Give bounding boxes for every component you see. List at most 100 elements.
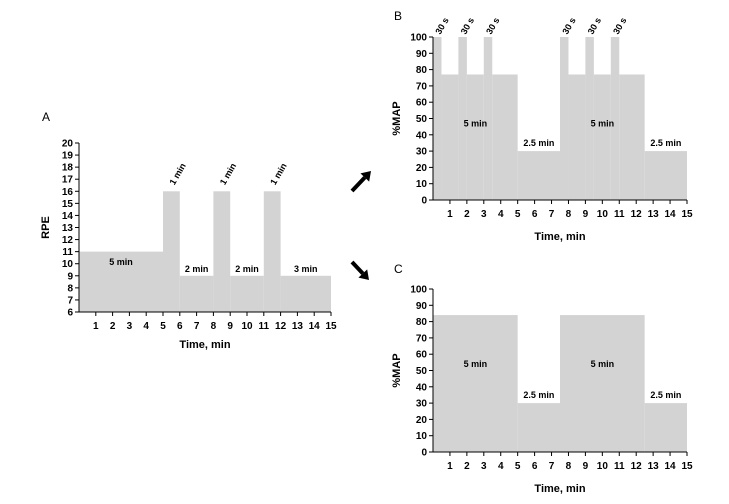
x-tick-label: 13 (292, 321, 304, 332)
y-tick-label: 60 (416, 350, 428, 361)
y-tick-label: 0 (421, 448, 427, 459)
x-tick-label: 8 (566, 461, 572, 472)
x-tick-label: 6 (532, 209, 538, 220)
y-tick-label: 90 (416, 301, 428, 312)
x-tick-label: 9 (583, 209, 589, 220)
x-tick-label: 10 (241, 321, 253, 332)
x-tick-label: 14 (665, 461, 677, 472)
x-tick-label: 1 (447, 461, 453, 472)
duration-annotation: 30 s (433, 16, 450, 36)
x-tick-label: 1 (93, 321, 99, 332)
y-axis-label: %MAP (391, 101, 403, 135)
y-tick-label: 12 (62, 235, 74, 246)
area-segment (79, 251, 163, 312)
area-segment (263, 191, 281, 312)
x-tick-label: 4 (143, 321, 149, 332)
y-tick-label: 30 (416, 399, 428, 410)
y-tick-label: 0 (421, 196, 427, 207)
area-segment (458, 37, 467, 200)
y-tick-label: 70 (416, 81, 428, 92)
y-tick-label: 30 (416, 147, 428, 158)
x-tick-label: 10 (597, 461, 609, 472)
y-tick-label: 40 (416, 382, 428, 393)
y-tick-label: 14 (62, 211, 74, 222)
y-tick-label: 6 (67, 308, 73, 319)
x-tick-label: 14 (665, 209, 677, 220)
duration-annotation: 5 min (464, 359, 488, 369)
duration-annotation: 30 s (586, 16, 603, 36)
x-tick-label: 9 (583, 461, 589, 472)
y-tick-label: 100 (410, 33, 427, 44)
x-tick-label: 8 (211, 321, 217, 332)
x-tick-label: 2 (464, 209, 470, 220)
x-tick-label: 7 (549, 461, 555, 472)
area-segment (280, 275, 331, 312)
y-tick-label: 10 (416, 431, 428, 442)
y-tick-label: 11 (62, 247, 73, 258)
x-axis-label: Time, min (534, 483, 585, 495)
y-tick-label: 90 (416, 49, 428, 60)
y-tick-label: 50 (416, 114, 428, 125)
x-tick-label: 2 (464, 461, 470, 472)
x-tick-label: 3 (127, 321, 133, 332)
x-tick-label: 12 (631, 461, 643, 472)
panel-c-chart: C1 2 3 4 5 6 7 8 9 10 11 12 13 14 15010203040506070809… (391, 262, 693, 495)
x-tick-label: 12 (275, 321, 287, 332)
area-segment (163, 191, 180, 312)
x-tick-label: 7 (549, 209, 555, 220)
duration-annotation: 30 s (459, 16, 476, 36)
area-segment (441, 74, 459, 200)
area-segment (560, 315, 645, 452)
y-tick-label: 19 (62, 151, 74, 162)
x-tick-label: 3 (481, 461, 487, 472)
area-segment (517, 151, 560, 200)
area-segment (619, 74, 645, 200)
y-tick-label: 80 (416, 317, 428, 328)
panel-a-chart: A1 2 3 4 5 6 7 8 9 10 11 12 13 14 15678910111213141516… (40, 110, 337, 351)
y-tick-label: 60 (416, 98, 428, 109)
y-tick-label: 9 (67, 271, 73, 282)
panel-label: A (42, 110, 50, 124)
area-segment (585, 37, 594, 200)
y-tick-label: 20 (62, 139, 74, 150)
y-axis-label: RPE (40, 216, 52, 239)
x-tick-label: 4 (498, 209, 504, 220)
x-tick-label: 15 (681, 209, 693, 220)
duration-annotation: 30 s (611, 16, 628, 36)
area-segment (610, 37, 620, 200)
x-axis-label: Time, min (534, 231, 585, 243)
y-tick-label: 70 (416, 333, 428, 344)
x-tick-label: 5 (515, 461, 521, 472)
x-axis-label: Time, min (179, 339, 230, 351)
x-tick-label: 10 (597, 209, 609, 220)
x-tick-label: 5 (515, 209, 521, 220)
y-tick-label: 18 (62, 163, 74, 174)
duration-annotation: 1 min (167, 161, 187, 186)
x-tick-label: 11 (259, 321, 270, 332)
duration-annotation: 2 min (235, 264, 259, 274)
area-segment (644, 151, 687, 200)
duration-annotation: 5 min (109, 257, 133, 267)
y-tick-label: 17 (62, 175, 74, 186)
x-tick-label: 3 (481, 209, 487, 220)
panel-b-chart: B1 2 3 4 5 6 7 8 9 10 11 12 13 14 15010203040506070809… (391, 9, 693, 243)
y-tick-label: 15 (62, 199, 74, 210)
duration-annotation: 5 min (591, 119, 615, 129)
area-segment (560, 37, 569, 200)
duration-annotation: 5 min (464, 119, 488, 129)
area-segment (517, 403, 560, 452)
x-tick-label: 15 (325, 321, 337, 332)
arrow-shaft (350, 176, 367, 193)
y-tick-label: 50 (416, 366, 428, 377)
duration-annotation: 2.5 min (523, 390, 554, 400)
y-tick-label: 7 (67, 295, 73, 306)
area-segment (593, 74, 611, 200)
x-tick-label: 9 (227, 321, 233, 332)
x-tick-label: 1 (447, 209, 453, 220)
x-tick-label: 13 (648, 209, 660, 220)
x-tick-label: 15 (681, 461, 693, 472)
x-tick-label: 4 (498, 461, 504, 472)
duration-annotation: 30 s (484, 16, 501, 36)
area-segment (492, 74, 518, 200)
